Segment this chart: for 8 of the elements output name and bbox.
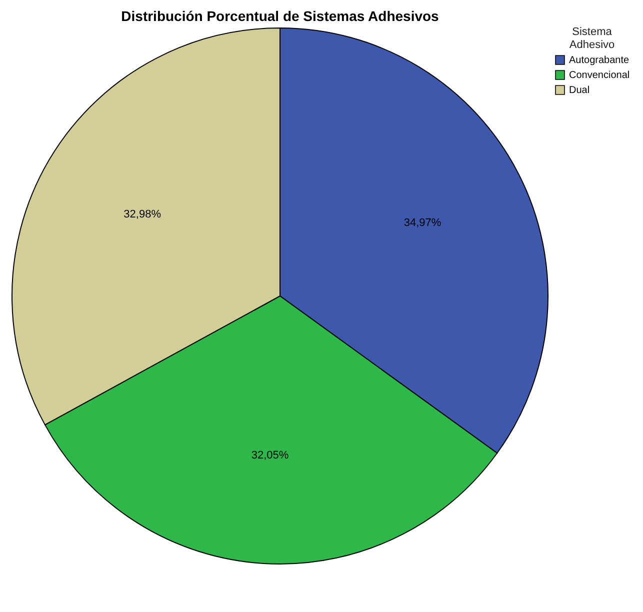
data-label: 34,97%	[404, 217, 442, 230]
data-label: 32,05%	[251, 450, 289, 462]
legend-title: Sistema Adhesivo	[569, 26, 615, 51]
legend-label: Dual	[569, 85, 590, 96]
legend-label: Convencional	[569, 70, 630, 81]
chart-title: Distribución Porcentual de Sistemas Adhesivos	[121, 8, 440, 24]
data-label: 32,98%	[124, 208, 162, 220]
legend-label: Autograbante	[569, 55, 630, 66]
